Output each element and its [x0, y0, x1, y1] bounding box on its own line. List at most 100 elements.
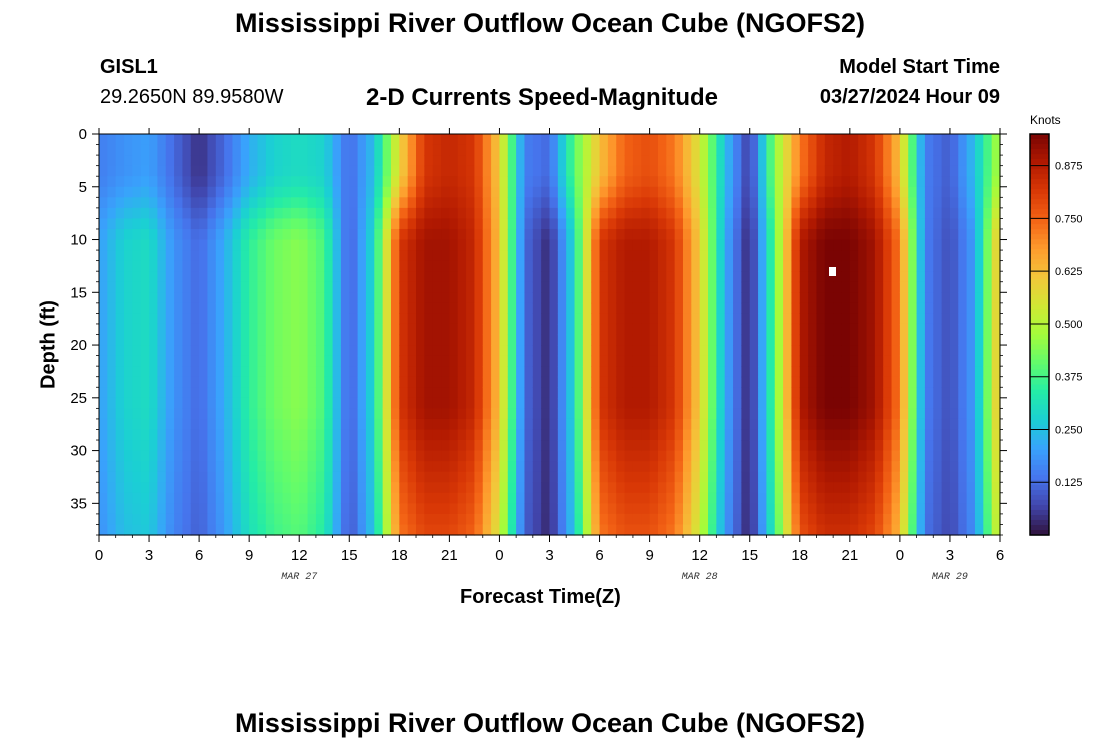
heatmap-cell: [507, 186, 517, 198]
heatmap-cell: [924, 239, 934, 251]
heatmap-cell: [916, 260, 926, 272]
heatmap-cell: [290, 503, 300, 515]
heatmap-cell: [799, 313, 809, 325]
heatmap-cell: [132, 144, 142, 156]
heatmap-cell: [607, 250, 617, 262]
heatmap-cell: [124, 513, 133, 526]
heatmap-cell: [265, 281, 275, 293]
heatmap-cell: [149, 334, 158, 346]
heatmap-cell: [449, 355, 459, 367]
heatmap-cell: [524, 408, 534, 420]
heatmap-cell: [441, 471, 450, 483]
heatmap-cell: [349, 197, 359, 209]
heatmap-cell: [899, 218, 909, 230]
heatmap-cell: [574, 155, 584, 167]
heatmap-cell: [908, 207, 918, 220]
heatmap-cell: [290, 471, 300, 483]
heatmap-cell: [416, 334, 425, 346]
heatmap-cell: [224, 218, 234, 230]
heatmap-cell: [249, 345, 259, 357]
heatmap-cell: [432, 376, 442, 388]
heatmap-cell: [532, 165, 542, 177]
heatmap-cell: [924, 376, 934, 388]
heatmap-cell: [866, 323, 876, 336]
heatmap-cell: [574, 323, 584, 336]
heatmap-cell: [716, 461, 726, 473]
heatmap-cell: [257, 281, 267, 293]
heatmap-cell: [132, 260, 142, 272]
heatmap-cell: [691, 313, 701, 325]
heatmap-cell: [691, 260, 701, 272]
heatmap-cell: [616, 155, 626, 167]
heatmap-cell: [232, 471, 242, 483]
heatmap-cell: [691, 366, 701, 378]
heatmap-cell: [799, 218, 809, 230]
heatmap-cell: [382, 524, 392, 536]
heatmap-cell: [232, 345, 242, 357]
heatmap-cell: [516, 134, 526, 146]
heatmap-cell: [724, 144, 734, 156]
heatmap-cell: [716, 144, 726, 156]
heatmap-cell: [466, 408, 476, 420]
heatmap-cell: [532, 418, 542, 431]
heatmap-cell: [791, 281, 801, 293]
heatmap-cell: [507, 239, 517, 251]
heatmap-cell: [891, 524, 901, 536]
heatmap-cell: [924, 345, 934, 357]
heatmap-cell: [966, 207, 976, 220]
heatmap-cell: [165, 366, 175, 378]
heatmap-cell: [632, 176, 642, 188]
heatmap-cell: [666, 313, 676, 325]
heatmap-cell: [949, 197, 959, 209]
colorbar-segment: [1030, 404, 1049, 411]
heatmap-cell: [257, 271, 267, 283]
heatmap-cell: [841, 134, 851, 146]
heatmap-cell: [491, 513, 501, 526]
heatmap-cell: [157, 366, 167, 378]
heatmap-cell: [966, 165, 976, 177]
heatmap-cell: [974, 155, 984, 167]
heatmap-cell: [799, 176, 809, 188]
heatmap-cell: [290, 176, 300, 188]
heatmap-cell: [883, 313, 893, 325]
heatmap-cell: [482, 239, 492, 251]
heatmap-cell: [783, 334, 793, 346]
heatmap-cell: [899, 450, 909, 462]
heatmap-cell: [966, 144, 976, 156]
heatmap-cell: [924, 228, 934, 241]
heatmap-cell: [749, 408, 759, 420]
heatmap-cell: [240, 334, 250, 346]
heatmap-cell: [265, 334, 275, 346]
heatmap-cell: [833, 440, 843, 452]
heatmap-cell: [132, 376, 142, 388]
heatmap-cell: [541, 292, 551, 304]
heatmap-cell: [382, 197, 392, 209]
heatmap-cell: [824, 492, 834, 504]
heatmap-cell: [682, 366, 692, 378]
heatmap-cell: [983, 355, 993, 367]
heatmap-cell: [265, 292, 275, 304]
heatmap-cell: [716, 281, 726, 293]
heatmap-cell: [557, 323, 567, 336]
heatmap-cell: [199, 334, 209, 346]
heatmap-cell: [916, 440, 926, 452]
heatmap-cell: [641, 471, 651, 483]
heatmap-cell: [115, 450, 125, 462]
heatmap-cell: [532, 281, 542, 293]
heatmap-cell: [449, 450, 459, 462]
heatmap-cell: [657, 524, 667, 536]
heatmap-cell: [340, 429, 350, 441]
colorbar-segment: [1030, 364, 1049, 371]
heatmap-cell: [591, 271, 601, 283]
heatmap-cell: [808, 250, 818, 262]
heatmap-cell: [441, 418, 450, 431]
heatmap-cell: [574, 408, 584, 420]
x-tick-label: 18: [791, 547, 808, 564]
heatmap-cell: [491, 366, 501, 378]
heatmap-cell: [858, 144, 868, 156]
heatmap-cell: [833, 503, 843, 515]
heatmap-cell: [591, 387, 601, 399]
heatmap-cell: [149, 418, 158, 431]
heatmap-cell: [716, 271, 726, 283]
heatmap-cell: [808, 176, 818, 188]
